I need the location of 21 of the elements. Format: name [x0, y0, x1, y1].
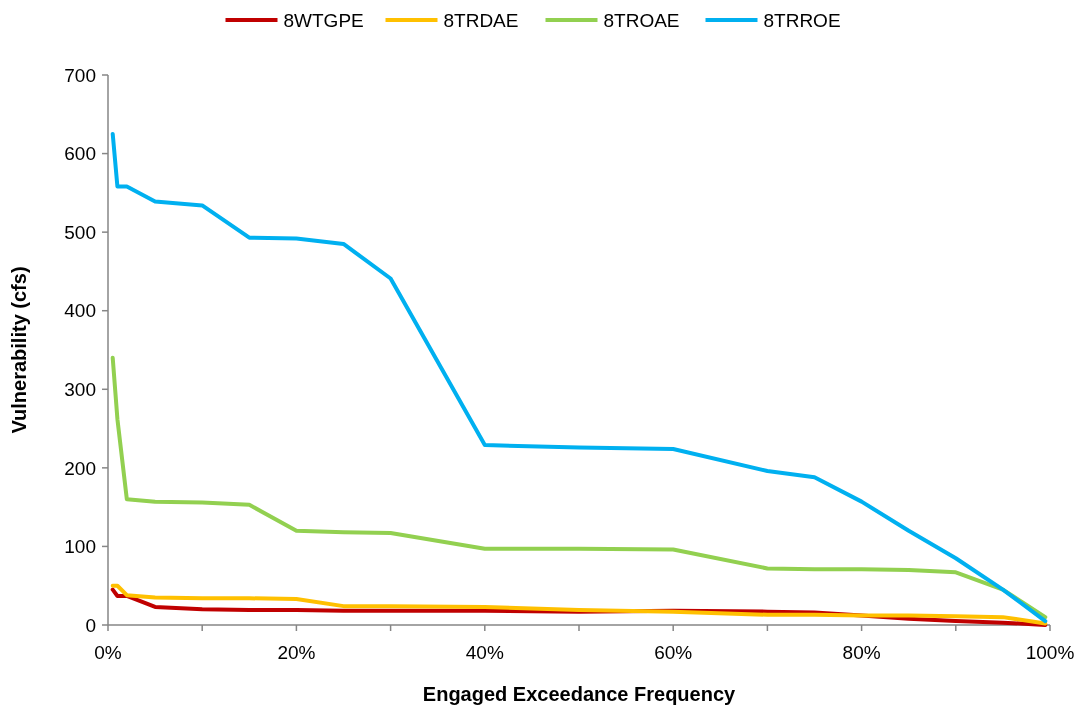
x-tick-label: 0%	[94, 642, 122, 663]
y-tick-label: 400	[64, 300, 96, 322]
line-series	[110, 355, 1048, 620]
x-axis-title: Engaged Exceedance Frequency	[422, 683, 737, 705]
y-tick-label: 200	[64, 457, 96, 479]
y-tick-label: 500	[64, 221, 96, 243]
y-axis-title: Vulnerability (cfs)	[8, 266, 30, 434]
y-tick-label: 700	[64, 64, 96, 86]
legend-label: 8TROAE	[603, 9, 680, 31]
legend-label: 8TRDAE	[443, 9, 519, 31]
x-tick-label: 80%	[842, 642, 881, 663]
x-tick-label: 40%	[465, 642, 504, 663]
y-tick-label: 100	[64, 536, 96, 558]
x-tick-label: 20%	[277, 642, 316, 663]
x-tick-label: 60%	[654, 642, 693, 663]
x-tick-label: 100%	[1025, 642, 1075, 663]
y-tick-label: 0	[85, 614, 96, 636]
legend-label: 8WTGPE	[283, 9, 364, 31]
y-tick-label: 300	[64, 378, 96, 400]
y-tick-label: 600	[64, 143, 96, 165]
legend-label: 8TRROE	[763, 9, 841, 31]
